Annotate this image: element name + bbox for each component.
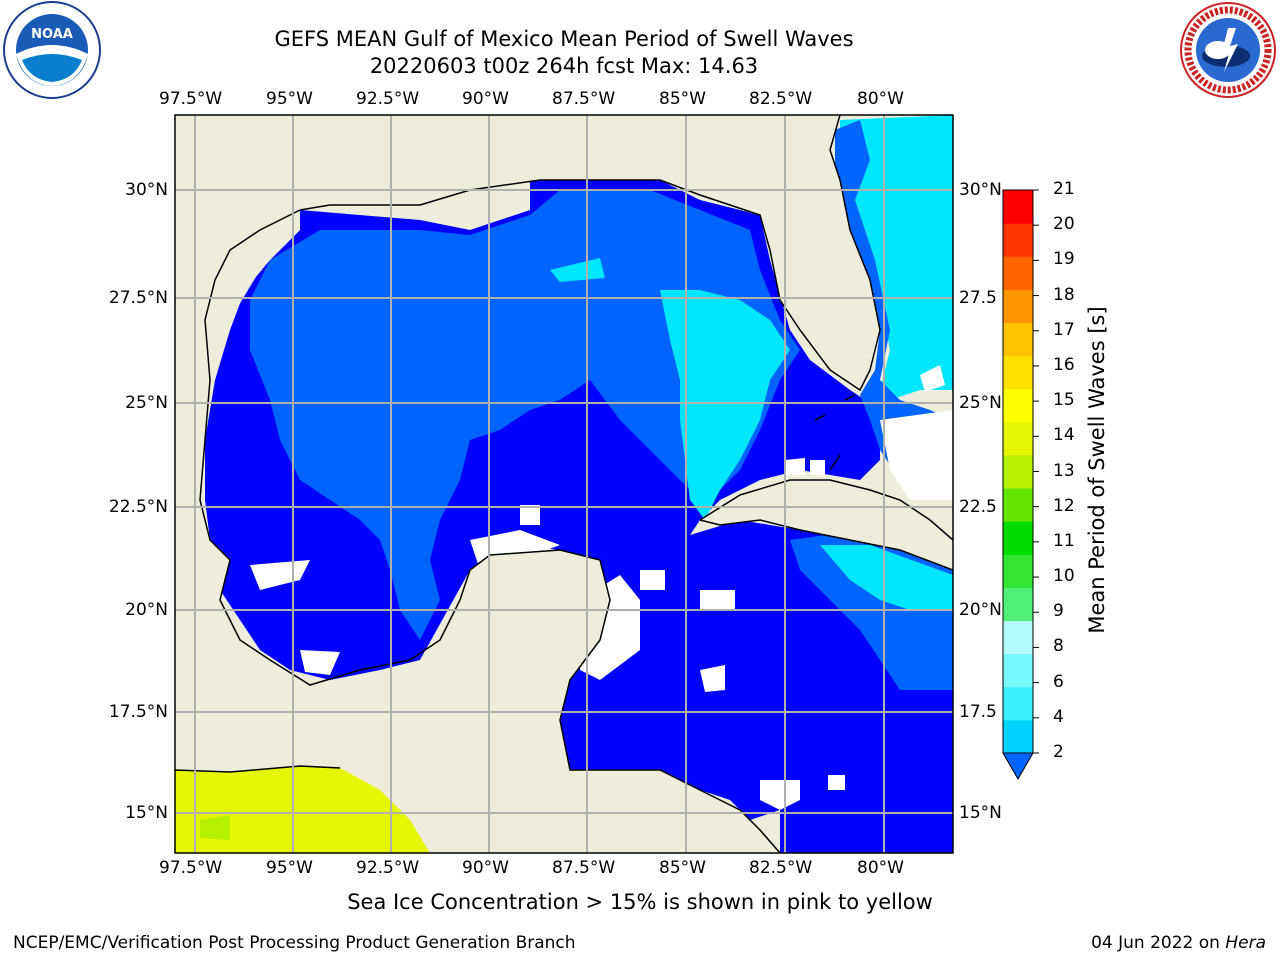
colorbar-segment xyxy=(1003,719,1033,754)
colorbar-tick-label: 13 xyxy=(1053,460,1075,481)
land-mexico xyxy=(175,115,430,853)
lat-label-right: 27.5 xyxy=(959,288,997,308)
colorbar-tick-label: 9 xyxy=(1053,601,1064,622)
colorbar-tick-label: 14 xyxy=(1053,425,1075,446)
lon-label-bottom: 97.5°W xyxy=(159,858,223,878)
lat-label-right: 20°N xyxy=(959,600,1002,620)
colorbar-tick-label: 8 xyxy=(1053,636,1064,657)
colorbar-segment xyxy=(1003,223,1033,257)
lat-label-right: 17.5 xyxy=(959,702,997,722)
colorbar-segment xyxy=(1003,355,1033,390)
lon-label-bottom: 95°W xyxy=(266,858,313,878)
lat-label-left: 20°N xyxy=(125,600,168,620)
land-yucatan xyxy=(360,550,780,853)
noaa-logo: NOAA xyxy=(0,0,104,104)
colorbar-segment xyxy=(1003,488,1033,522)
colorbar-tick-label: 20 xyxy=(1053,214,1075,235)
colorbar-segment xyxy=(1003,322,1033,357)
lat-label-right: 22.5 xyxy=(959,497,997,517)
sea-ice-field xyxy=(175,766,430,853)
lat-label-left: 27.5°N xyxy=(108,288,168,308)
footer-host: Hera xyxy=(1225,933,1266,953)
footer-credit: NCEP/EMC/Verification Post Processing Pr… xyxy=(13,933,576,953)
colorbar-segment xyxy=(1003,521,1033,555)
colorbar-tick-label: 15 xyxy=(1053,390,1075,411)
lon-label-bottom: 87.5°W xyxy=(552,858,616,878)
sea-ice-caption: Sea Ice Concentration > 15% is shown in … xyxy=(347,890,933,914)
lat-label-right: 30°N xyxy=(959,180,1002,200)
lat-label-right: 15°N xyxy=(959,803,1002,823)
colorbar-segment xyxy=(1003,454,1033,489)
colorbar-tick-label: 18 xyxy=(1053,284,1075,305)
colorbar-tick-label: 4 xyxy=(1053,706,1064,727)
footer-date-text: 04 Jun 2022 on xyxy=(1091,933,1226,953)
colorbar-segment xyxy=(1003,554,1033,588)
lon-label-top: 95°W xyxy=(266,89,313,109)
colorbar-tick-label: 11 xyxy=(1053,530,1075,551)
footer-date: 04 Jun 2022 on Hera xyxy=(1091,933,1266,953)
colorbar-segment xyxy=(1003,421,1033,456)
colorbar-tick-label: 21 xyxy=(1053,179,1075,199)
lat-label-left: 25°N xyxy=(125,393,168,413)
swell-field-4-6s-atlantic xyxy=(840,115,953,400)
colorbar-segment xyxy=(1003,256,1033,290)
colorbar-label: Mean Period of Swell Waves [s] xyxy=(1085,306,1109,634)
lon-label-bottom: 85°W xyxy=(659,858,706,878)
lon-label-top: 92.5°W xyxy=(356,89,420,109)
map-frame xyxy=(174,114,954,854)
lon-label-top: 80°W xyxy=(857,89,904,109)
lat-label-left: 15°N xyxy=(125,803,168,823)
colorbar-tick-label: 10 xyxy=(1053,566,1075,587)
coastlines xyxy=(175,115,953,853)
lon-label-top: 97.5°W xyxy=(159,89,223,109)
colorbar-segment xyxy=(1003,587,1033,622)
colorbar-segment xyxy=(1003,686,1033,721)
figure-subtitle: 20220603 t00z 264h fcst Max: 14.63 xyxy=(369,54,759,78)
lon-label-top: 82.5°W xyxy=(749,89,813,109)
colorbar-tick-label: 12 xyxy=(1053,495,1075,516)
lat-label-left: 17.5°N xyxy=(108,702,168,722)
colorbar-tick-label: 6 xyxy=(1053,671,1064,692)
colorbar-segment xyxy=(1003,620,1033,655)
figure-title: GEFS MEAN Gulf of Mexico Mean Period of … xyxy=(274,27,854,51)
colorbar-tick-label: 16 xyxy=(1053,354,1075,375)
lon-label-bottom: 92.5°W xyxy=(356,858,420,878)
colorbar-extend-triangle xyxy=(1002,752,1034,781)
swell-field-4-6s-gulf xyxy=(660,290,790,520)
lon-label-top: 87.5°W xyxy=(552,89,616,109)
lon-label-bottom: 82.5°W xyxy=(749,858,813,878)
colorbar-segment xyxy=(1003,653,1033,688)
lon-label-top: 90°W xyxy=(462,89,509,109)
national-weather-service-logo xyxy=(1178,0,1278,100)
lat-label-left: 22.5°N xyxy=(108,497,168,517)
colorbar-segment xyxy=(1003,289,1033,323)
land-us-gulf-coast xyxy=(230,115,880,390)
colorbar-tick-label: 19 xyxy=(1053,249,1075,270)
colorbar-segment xyxy=(1003,388,1033,423)
colorbar-tick-label: 2 xyxy=(1053,742,1064,762)
noaa-logo-text: NOAA xyxy=(31,27,73,42)
lat-label-left: 30°N xyxy=(125,180,168,200)
colorbar-segment xyxy=(1003,190,1033,224)
lat-label-right: 25°N xyxy=(959,393,1002,413)
colorbar-tick-label: 17 xyxy=(1053,319,1075,340)
lon-label-bottom: 90°W xyxy=(462,858,509,878)
lon-label-top: 85°W xyxy=(659,89,706,109)
colorbar xyxy=(1002,189,1039,781)
lon-label-bottom: 80°W xyxy=(857,858,904,878)
gridlines xyxy=(175,115,953,853)
